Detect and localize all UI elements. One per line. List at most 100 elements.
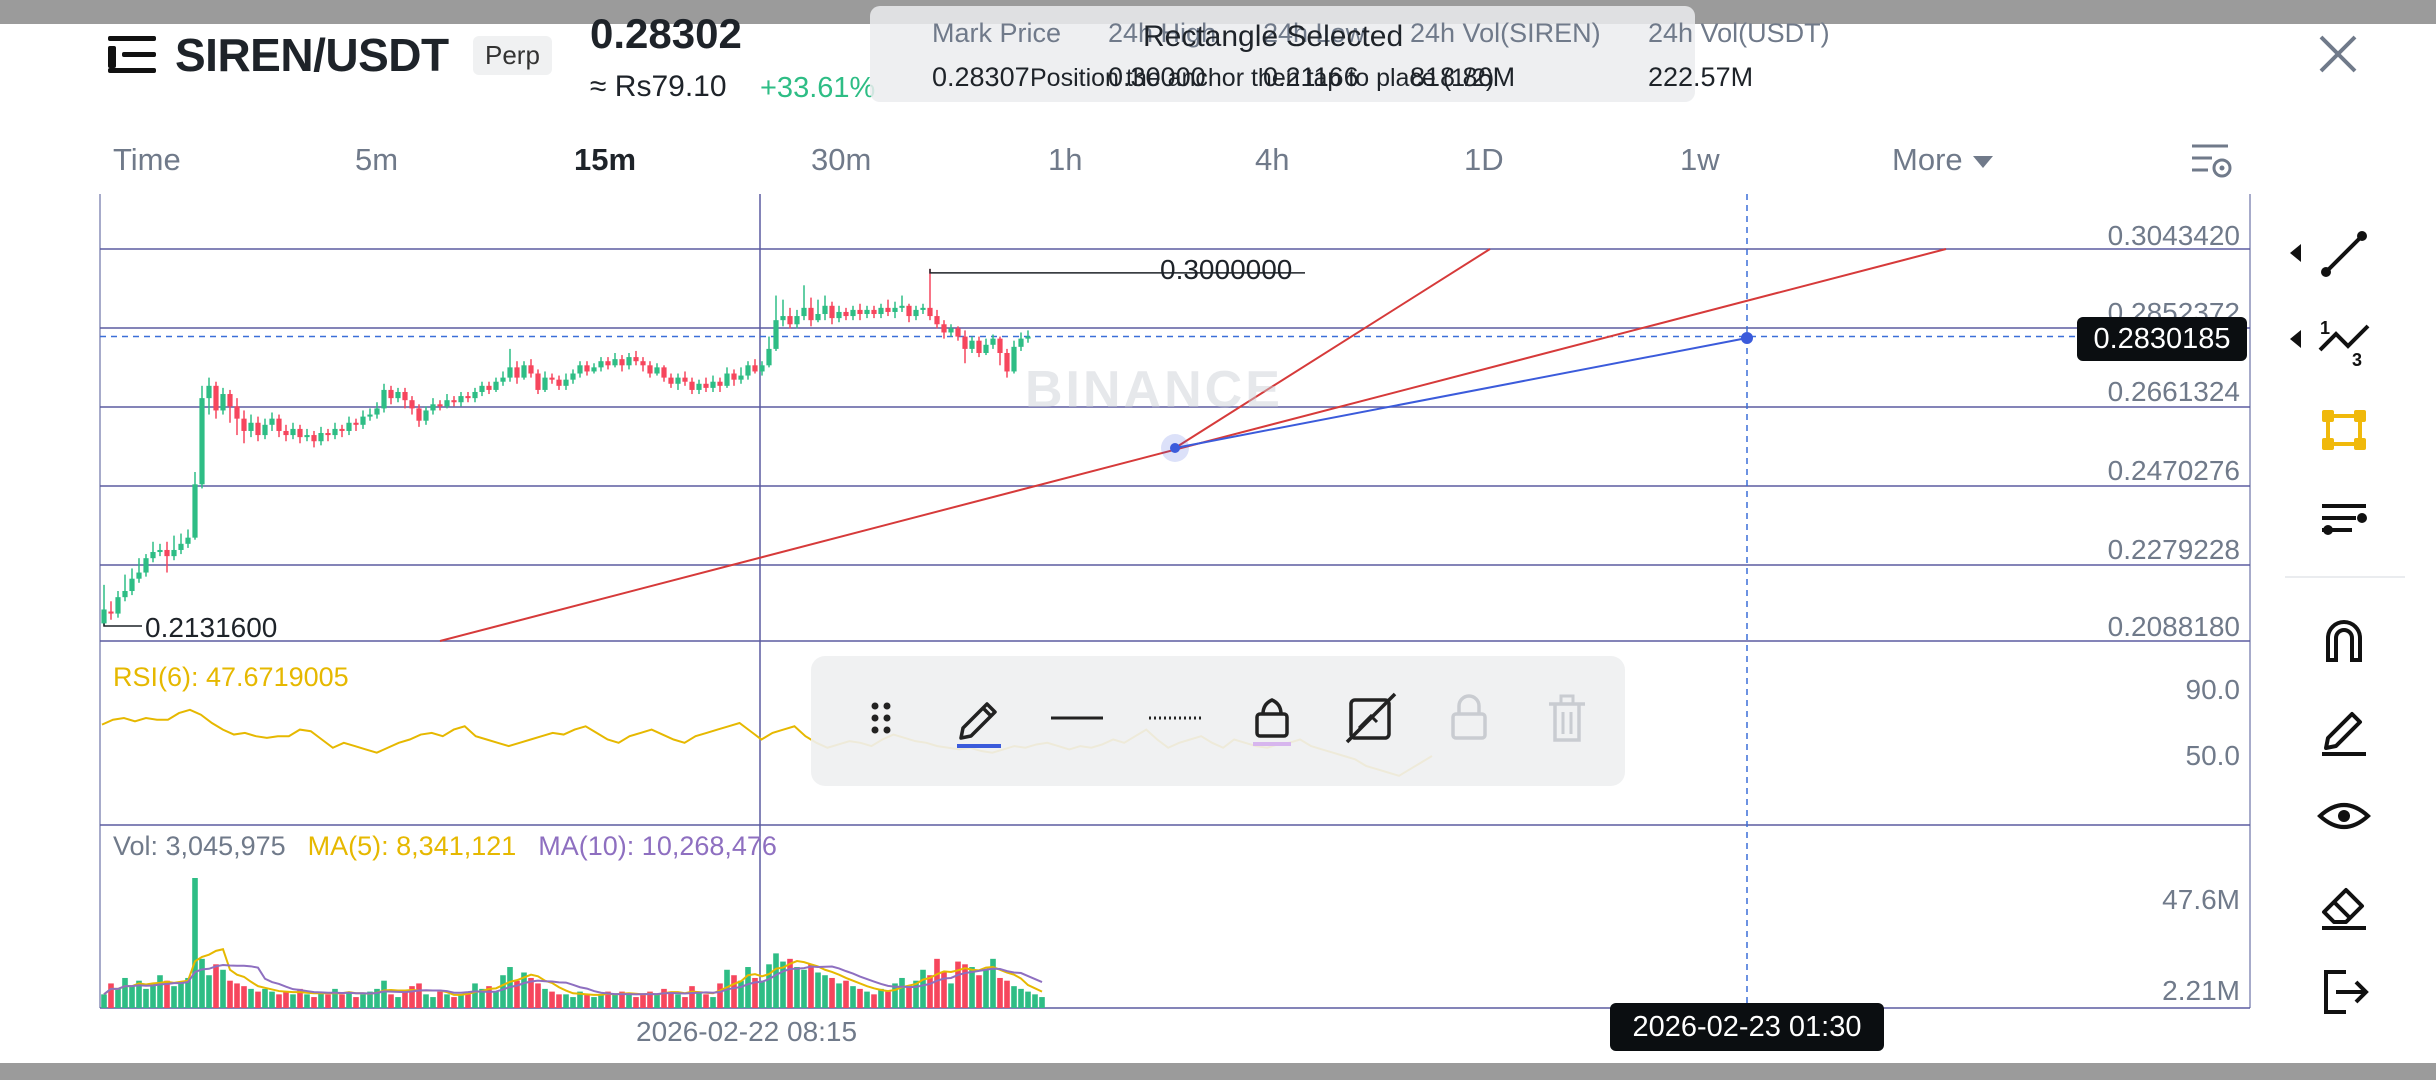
volume-bar bbox=[311, 997, 317, 1008]
selection-toast bbox=[870, 6, 1695, 102]
volume-bar bbox=[745, 967, 751, 1008]
volume-bar bbox=[500, 975, 506, 1008]
candle-body bbox=[703, 383, 709, 388]
candle-body bbox=[171, 549, 177, 557]
candle-body bbox=[787, 316, 793, 325]
pair-title[interactable]: SIREN/USDT bbox=[175, 29, 449, 81]
candle-body bbox=[892, 307, 898, 312]
anchor-point bbox=[1170, 443, 1180, 453]
volume-bar bbox=[647, 991, 653, 1008]
dotted-line-icon[interactable] bbox=[1145, 688, 1205, 748]
volume-bar bbox=[836, 983, 842, 1008]
volume-bar bbox=[605, 991, 611, 1008]
candle-body bbox=[458, 396, 464, 403]
fib-icon[interactable]: 1 3 bbox=[2316, 312, 2372, 368]
tab-4h[interactable]: 4h bbox=[1255, 142, 1290, 177]
hide-drawing-icon[interactable] bbox=[1341, 688, 1401, 748]
anchor-point bbox=[1741, 332, 1753, 344]
volume-bar bbox=[185, 977, 191, 1008]
tab-5m[interactable]: 5m bbox=[355, 142, 399, 177]
candle-body bbox=[402, 391, 408, 401]
tab-1d[interactable]: 1D bbox=[1464, 142, 1504, 177]
magnet-icon[interactable] bbox=[2316, 612, 2372, 668]
volume-bar bbox=[829, 977, 835, 1008]
fill-bucket-icon[interactable] bbox=[1243, 688, 1303, 748]
candle-body bbox=[325, 433, 331, 436]
tab-time[interactable]: Time bbox=[113, 142, 181, 177]
eye-icon[interactable] bbox=[2316, 788, 2372, 844]
candle-body bbox=[143, 558, 149, 573]
drag-handle-icon[interactable] bbox=[851, 688, 911, 748]
low-marker-label: 0.2131600 bbox=[145, 612, 278, 643]
close-icon[interactable] bbox=[2316, 32, 2360, 76]
volume-bar bbox=[129, 986, 135, 1008]
chevron-down-icon bbox=[1972, 155, 1993, 168]
candle-body bbox=[129, 578, 135, 592]
volume-bar bbox=[808, 964, 814, 1008]
eraser-icon[interactable] bbox=[2316, 876, 2372, 932]
volume-bar bbox=[206, 975, 212, 1008]
solid-line-icon[interactable] bbox=[1047, 688, 1107, 748]
candle-body bbox=[108, 611, 114, 614]
candle-body bbox=[136, 572, 142, 579]
candle-body bbox=[920, 307, 926, 310]
volume-bar bbox=[248, 988, 254, 1008]
volume-bar bbox=[990, 958, 996, 1008]
candle-body bbox=[332, 428, 338, 436]
parallel-lines-icon[interactable] bbox=[2316, 490, 2372, 546]
candle-body bbox=[906, 305, 912, 317]
chart-settings-icon[interactable] bbox=[2190, 140, 2234, 180]
volume-bar bbox=[584, 994, 590, 1008]
volume-bar bbox=[955, 961, 961, 1008]
volume-bar bbox=[542, 988, 548, 1008]
pencil-icon[interactable] bbox=[949, 688, 1009, 748]
tab-30m[interactable]: 30m bbox=[811, 142, 872, 177]
volume-bar bbox=[563, 994, 569, 1008]
toolbar-divider bbox=[2285, 576, 2405, 578]
volume-bar bbox=[934, 958, 940, 1008]
candle-body bbox=[549, 377, 555, 380]
volume-bar bbox=[675, 994, 681, 1008]
volume-bar bbox=[297, 988, 303, 1008]
tab-more[interactable]: More bbox=[1892, 142, 1993, 178]
ma5-value: MA(5): 8,341,121 bbox=[307, 831, 517, 861]
tab-1w[interactable]: 1w bbox=[1680, 142, 1720, 177]
volume-bar bbox=[360, 994, 366, 1008]
volume-bar bbox=[717, 983, 723, 1008]
volume-bar bbox=[402, 991, 408, 1008]
vol-quote-label: 24h Vol(USDT) bbox=[1648, 18, 1830, 48]
volume-bar bbox=[766, 964, 772, 1008]
candle-body bbox=[962, 336, 968, 349]
tab-1h[interactable]: 1h bbox=[1048, 142, 1083, 177]
volume-bar bbox=[892, 983, 898, 1008]
candle-body bbox=[780, 316, 786, 321]
tab-15m[interactable]: 15m bbox=[574, 142, 637, 177]
candle-body bbox=[437, 404, 443, 407]
menu-icon[interactable] bbox=[108, 36, 156, 76]
candle-body bbox=[752, 365, 758, 372]
volume-bar bbox=[430, 997, 436, 1008]
volume-bar bbox=[1011, 986, 1017, 1008]
exit-icon[interactable] bbox=[2316, 964, 2372, 1020]
trendline-icon[interactable] bbox=[2316, 226, 2372, 282]
candle-body bbox=[1011, 346, 1017, 372]
candle-body bbox=[598, 361, 604, 368]
rectangle-icon[interactable] bbox=[2316, 402, 2372, 458]
candle-body bbox=[290, 428, 296, 436]
lock-icon[interactable] bbox=[1439, 688, 1499, 748]
candle-body bbox=[507, 367, 513, 378]
pencil-icon[interactable] bbox=[2316, 700, 2372, 756]
candle-body bbox=[696, 383, 702, 390]
low-marker-line bbox=[103, 623, 142, 627]
volume-bar bbox=[780, 961, 786, 1008]
volume-bar bbox=[472, 983, 478, 1008]
candle-body bbox=[1004, 352, 1010, 372]
trash-icon[interactable] bbox=[1537, 688, 1597, 748]
candle-body bbox=[283, 430, 289, 436]
candle-body bbox=[409, 400, 415, 409]
mark-price-label: Mark Price bbox=[932, 18, 1062, 48]
volume-bar bbox=[192, 878, 198, 1008]
volume-bar bbox=[395, 997, 401, 1008]
volume-bar bbox=[171, 986, 177, 1008]
